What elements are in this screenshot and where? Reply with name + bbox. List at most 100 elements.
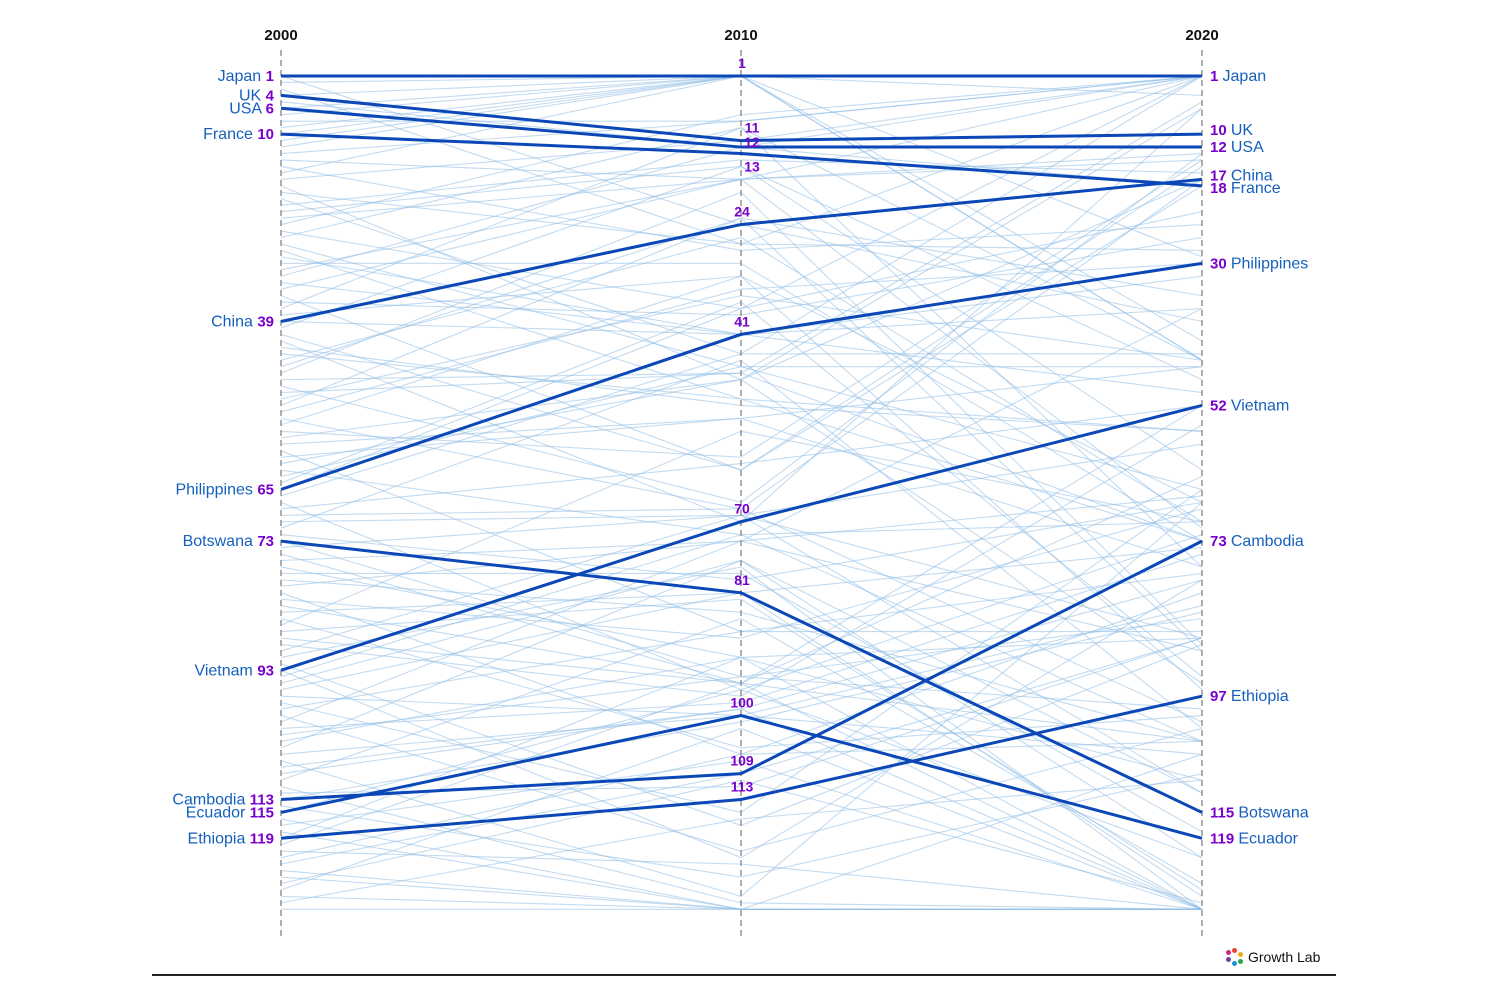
mid-rank-label: 41 bbox=[734, 313, 750, 329]
year-label-2010: 2010 bbox=[724, 27, 757, 44]
background-series-line bbox=[280, 773, 1203, 878]
rank-value: 39 bbox=[257, 313, 274, 330]
left-label-botswana: Botswana 73 bbox=[183, 533, 274, 550]
rank-value: 6 bbox=[266, 100, 274, 117]
rank-value: 65 bbox=[257, 481, 274, 498]
right-label-uk: 10 UK bbox=[1210, 122, 1253, 139]
country-name: Cambodia bbox=[172, 792, 249, 809]
series-line-china bbox=[280, 177, 1203, 323]
country-name: France bbox=[203, 126, 257, 143]
background-series-line bbox=[280, 217, 1203, 406]
left-label-ethiopia: Ethiopia 119 bbox=[188, 830, 274, 847]
left-label-vietnam: Vietnam 93 bbox=[194, 662, 274, 679]
country-name: Ethiopia bbox=[1231, 688, 1289, 705]
right-label-vietnam: 52 Vietnam bbox=[1210, 397, 1289, 414]
bottom-rule bbox=[152, 974, 1336, 976]
highlighted-lines bbox=[280, 74, 1203, 840]
rank-value: 115 bbox=[1210, 804, 1238, 821]
right-label-france: 18 France bbox=[1210, 180, 1281, 197]
country-name: USA bbox=[1231, 139, 1264, 156]
background-series-line bbox=[280, 508, 1203, 639]
series-line-uk bbox=[280, 93, 1203, 143]
country-name: USA bbox=[229, 100, 265, 117]
rank-value: 17 bbox=[1210, 167, 1231, 184]
year-label-2020: 2020 bbox=[1185, 27, 1218, 44]
mid-rank-label: 24 bbox=[734, 204, 750, 220]
rank-value: 73 bbox=[257, 533, 274, 550]
background-series-line bbox=[280, 159, 1203, 206]
rank-value: 18 bbox=[1210, 180, 1231, 197]
country-name: Vietnam bbox=[1231, 397, 1289, 414]
background-series-line bbox=[280, 236, 1203, 523]
background-series-line bbox=[280, 501, 1203, 898]
background-series-line bbox=[280, 727, 1203, 910]
right-label-japan: 1 Japan bbox=[1210, 68, 1266, 85]
country-name: Japan bbox=[218, 68, 266, 85]
series-line-cambodia bbox=[280, 539, 1203, 802]
rank-value: 115 bbox=[250, 804, 274, 821]
right-label-cambodia: 73 Cambodia bbox=[1210, 533, 1304, 550]
country-name: Ethiopia bbox=[188, 830, 250, 847]
series-line-france bbox=[280, 132, 1203, 188]
background-series-line bbox=[280, 637, 1203, 839]
right-label-ethiopia: 97 Ethiopia bbox=[1210, 688, 1289, 705]
country-name: China bbox=[211, 313, 257, 330]
rank-value: 10 bbox=[1210, 122, 1231, 139]
left-label-japan: Japan 1 bbox=[218, 68, 274, 85]
rank-value: 73 bbox=[1210, 533, 1231, 550]
series-line-philippines bbox=[280, 261, 1203, 491]
growth-lab-dots-icon bbox=[1226, 948, 1244, 966]
background-series-line bbox=[280, 282, 1203, 394]
background-series-line bbox=[280, 127, 1203, 568]
rank-value: 30 bbox=[1210, 255, 1231, 272]
country-name: UK bbox=[1231, 122, 1254, 139]
background-series-line bbox=[280, 779, 1203, 904]
year-axes: 2000 2010 2020 bbox=[264, 27, 1219, 940]
country-name: France bbox=[1231, 180, 1281, 197]
country-name: Cambodia bbox=[1231, 533, 1304, 550]
rank-value: 119 bbox=[1210, 830, 1238, 847]
background-series-line bbox=[280, 689, 1203, 859]
background-series-line bbox=[280, 262, 1203, 413]
rank-value: 113 bbox=[250, 792, 274, 809]
background-series-line bbox=[280, 508, 1203, 723]
background-series-line bbox=[280, 165, 1203, 471]
country-name: China bbox=[1231, 167, 1273, 184]
mid-rank-label: 12 bbox=[744, 134, 760, 150]
background-series-line bbox=[280, 618, 1203, 884]
rank-value: 1 bbox=[1210, 68, 1223, 85]
background-series-line bbox=[280, 379, 1203, 684]
left-label-uk: UK 4 bbox=[239, 87, 275, 104]
background-series-line bbox=[280, 708, 1203, 910]
left-label-france: France 10 bbox=[203, 126, 274, 143]
country-name: Botswana bbox=[183, 533, 258, 550]
rank-value: 10 bbox=[257, 126, 274, 143]
series-line-ethiopia bbox=[280, 694, 1203, 840]
country-name: Ecuador bbox=[1238, 830, 1298, 847]
country-name: Vietnam bbox=[194, 662, 257, 679]
right-label-philippines: 30 Philippines bbox=[1210, 255, 1308, 272]
year-label-2000: 2000 bbox=[264, 27, 297, 44]
country-name: UK bbox=[239, 87, 266, 104]
mid-rank-label: 100 bbox=[730, 695, 754, 711]
background-series-line bbox=[280, 211, 1203, 490]
mid-rank-label: 11 bbox=[745, 120, 760, 136]
mid-rank-label: 81 bbox=[734, 572, 750, 588]
country-name: Japan bbox=[1223, 68, 1267, 85]
left-label-china: China 39 bbox=[211, 313, 274, 330]
right-label-usa: 12 USA bbox=[1210, 139, 1264, 156]
mid-rank-label: 13 bbox=[744, 159, 760, 175]
left-label-philippines: Philippines 65 bbox=[175, 481, 274, 498]
rank-value: 12 bbox=[1210, 139, 1231, 156]
rank-value: 93 bbox=[257, 662, 274, 679]
mid-rank-label: 70 bbox=[734, 501, 750, 517]
mid-rank-label: 109 bbox=[730, 753, 754, 769]
background-series-line bbox=[280, 501, 1203, 581]
mid-rank-label: 113 bbox=[731, 779, 754, 795]
background-series-line bbox=[280, 417, 1203, 568]
background-series-line bbox=[280, 495, 1203, 723]
background-series-line bbox=[280, 366, 1202, 478]
country-name: Ecuador bbox=[186, 804, 250, 821]
